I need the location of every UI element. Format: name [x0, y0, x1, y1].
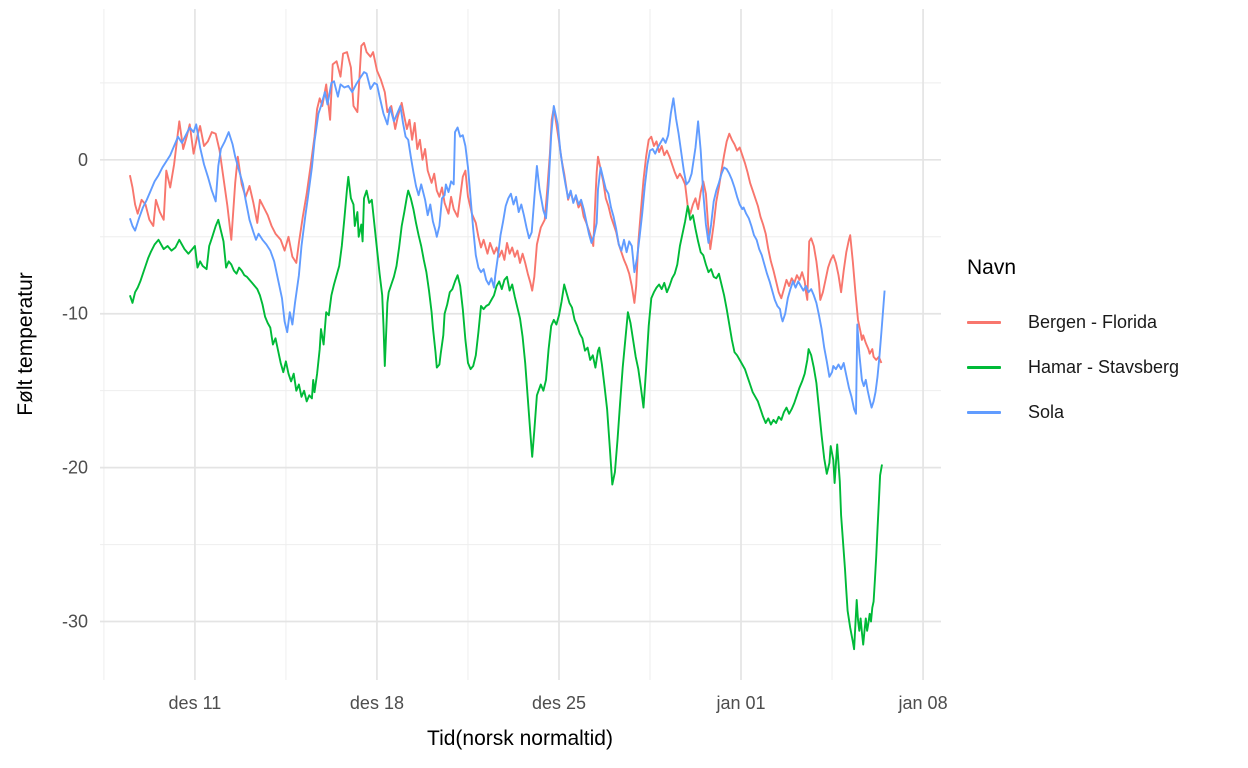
legend-item-sola: Sola: [967, 398, 1064, 426]
legend-key-line-icon: [967, 320, 1001, 324]
legend-item-bergen-florida: Bergen - Florida: [967, 308, 1157, 336]
y-tick-label: -30: [62, 612, 88, 632]
y-axis-title: Følt temperatur: [14, 272, 37, 416]
legend-item-label: Sola: [1028, 401, 1065, 422]
x-tick-label: jan 08: [898, 693, 948, 713]
x-tick-label: des 25: [532, 693, 586, 713]
series-line-sola: [128, 71, 886, 415]
y-tick-label: -20: [62, 458, 88, 478]
legend-item-label: Hamar - Stavsberg: [1028, 356, 1180, 377]
x-tick-label: jan 01: [715, 693, 765, 713]
y-tick-label: -10: [62, 304, 88, 324]
x-axis-title: Tid(norsk normaltid): [427, 727, 613, 750]
legend-item-label: Bergen - Florida: [1028, 311, 1158, 332]
series-line-bergen-florida: [128, 41, 883, 364]
x-tick-label: des 18: [350, 693, 404, 713]
legend-key-line-icon: [967, 410, 1001, 414]
legend-title: Navn: [967, 256, 1017, 279]
legend-key-line-icon: [967, 365, 1001, 369]
legend-item-hamar-stavsberg: Hamar - Stavsberg: [967, 353, 1179, 381]
series-line-hamar-stavsberg: [129, 175, 883, 651]
y-tick-label: 0: [78, 150, 88, 170]
x-tick-label: des 11: [169, 693, 222, 713]
